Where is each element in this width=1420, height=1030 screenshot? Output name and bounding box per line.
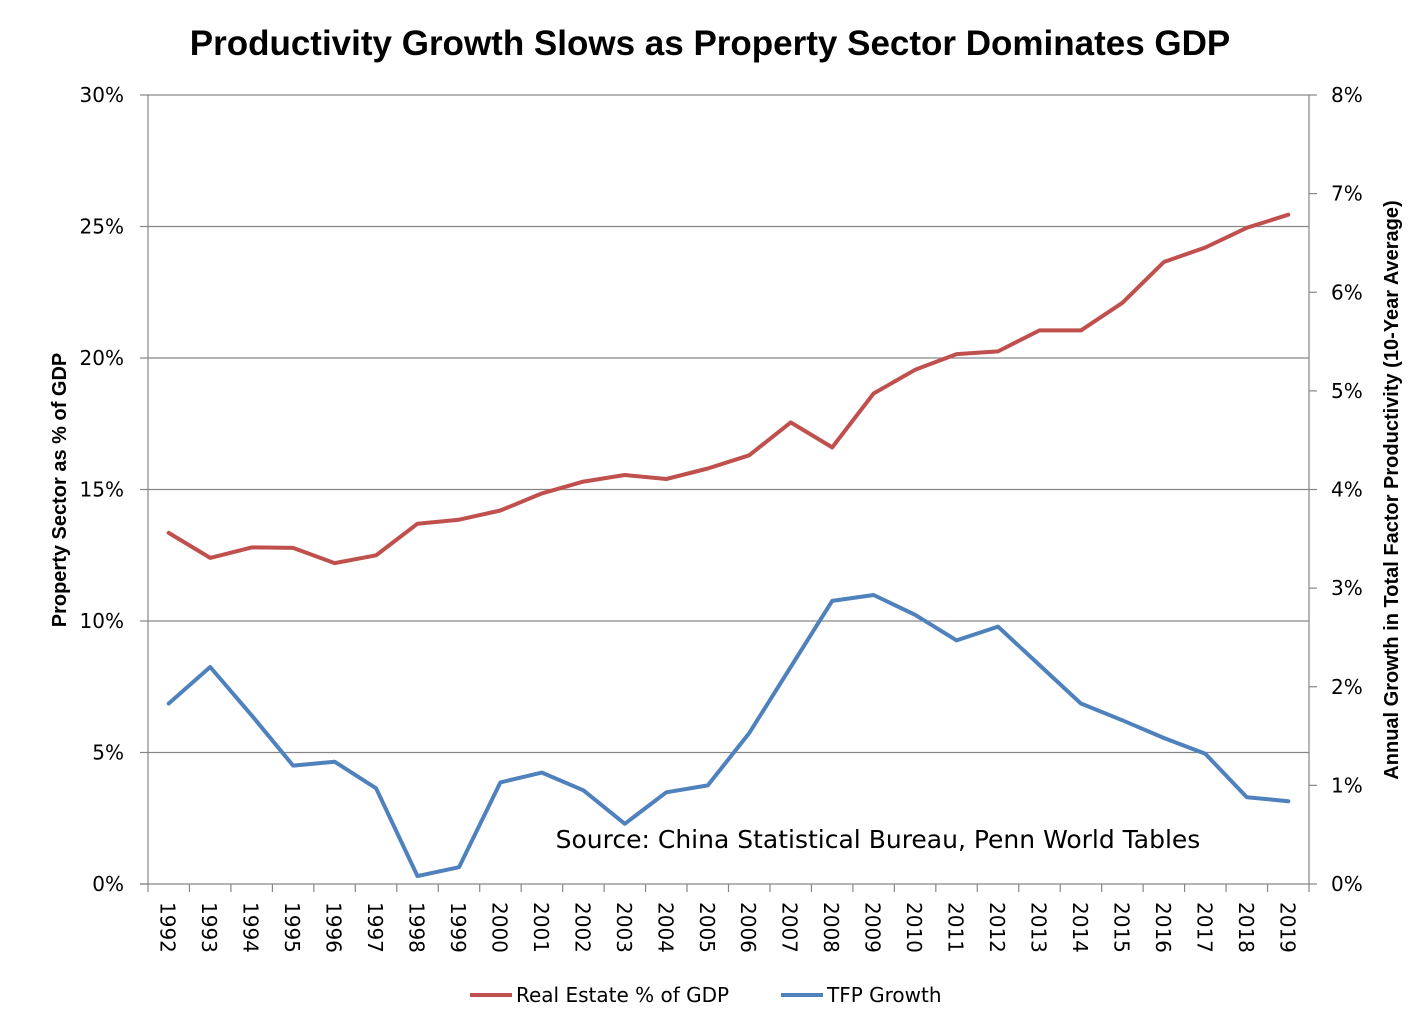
- x-tick-label: 2012: [985, 902, 1009, 953]
- series: [166, 212, 1291, 879]
- y-tick-label: 25%: [80, 215, 124, 239]
- x-tick-label: 2011: [944, 902, 968, 953]
- legend-label-real-estate: Real Estate % of GDP: [516, 983, 729, 1007]
- x-tick-label: 2014: [1068, 902, 1092, 953]
- chart-title: Productivity Growth Slows as Property Se…: [190, 24, 1231, 63]
- y2-tick-label: 3%: [1331, 576, 1363, 600]
- y2-axis-tick-labels: 0% 1% 2% 3% 4% 5% 6% 7% 8%: [1331, 83, 1363, 896]
- y2-tick-label: 0%: [1331, 872, 1363, 896]
- axes: [140, 94, 1317, 892]
- x-tick-label: 2001: [529, 902, 553, 953]
- y2-tick-label: 8%: [1331, 83, 1363, 107]
- y2-tick-label: 5%: [1331, 379, 1363, 403]
- x-tick-label: 2015: [1109, 902, 1133, 953]
- y-tick-label: 0%: [92, 872, 124, 896]
- series-real-estate: [166, 212, 1291, 566]
- x-tick-label: 1997: [363, 902, 387, 953]
- x-tick-label: 1993: [197, 902, 221, 953]
- gridlines: [148, 94, 1309, 754]
- x-tick-label: 2008: [819, 902, 843, 953]
- x-tick-label: 2013: [1026, 902, 1050, 953]
- x-tick-label: 2016: [1151, 902, 1175, 953]
- x-axis-tick-labels: 1992 1993 1994 1995 1996 1997 1998 1999 2000 2001…: [156, 902, 1300, 953]
- x-tick-label: 1996: [322, 902, 346, 953]
- x-tick-label: 1999: [446, 902, 470, 953]
- y2-tick-label: 7%: [1331, 182, 1363, 206]
- y2-tick-label: 2%: [1331, 675, 1363, 699]
- x-tick-label: 2018: [1234, 902, 1258, 953]
- y-axis-tick-labels: 0% 5% 10% 15% 20% 25% 30%: [80, 83, 124, 896]
- x-tick-label: 2005: [695, 902, 719, 953]
- source-annotation: Source: China Statistical Bureau, Penn W…: [556, 825, 1201, 854]
- x-tick-label: 2017: [1192, 902, 1216, 953]
- y2-tick-label: 1%: [1331, 773, 1363, 797]
- x-tick-label: 1992: [156, 902, 180, 953]
- x-tick-label: 2003: [612, 902, 636, 953]
- y-tick-label: 30%: [80, 83, 124, 107]
- series-line: [166, 212, 1291, 566]
- x-tick-label: 2004: [653, 902, 677, 953]
- x-tick-label: 2019: [1275, 902, 1299, 953]
- legend-label-tfp-growth: TFP Growth: [826, 983, 942, 1007]
- y2-axis-title: Annual Growth in Total Factor Productivi…: [1381, 200, 1403, 779]
- x-tick-label: 1995: [280, 902, 304, 953]
- y-axis-title: Property Sector as % of GDP: [49, 353, 71, 628]
- y-tick-label: 15%: [80, 478, 124, 502]
- x-tick-label: 1994: [239, 902, 263, 953]
- series-tfp-growth: [166, 593, 1291, 879]
- y-tick-label: 20%: [80, 346, 124, 370]
- y-tick-label: 5%: [92, 741, 124, 765]
- x-tick-label: 2009: [861, 902, 885, 953]
- y2-tick-label: 4%: [1331, 478, 1363, 502]
- series-line: [166, 593, 1291, 879]
- legend: Real Estate % of GDP TFP Growth: [470, 983, 942, 1007]
- x-tick-label: 2002: [570, 902, 594, 953]
- y-tick-label: 10%: [80, 609, 124, 633]
- x-tick-label: 1998: [405, 902, 429, 953]
- x-tick-label: 2006: [736, 902, 760, 953]
- y2-tick-label: 6%: [1331, 280, 1363, 304]
- x-tick-label: 2007: [778, 902, 802, 953]
- x-tick-label: 2010: [902, 902, 926, 953]
- x-tick-label: 2000: [487, 902, 511, 953]
